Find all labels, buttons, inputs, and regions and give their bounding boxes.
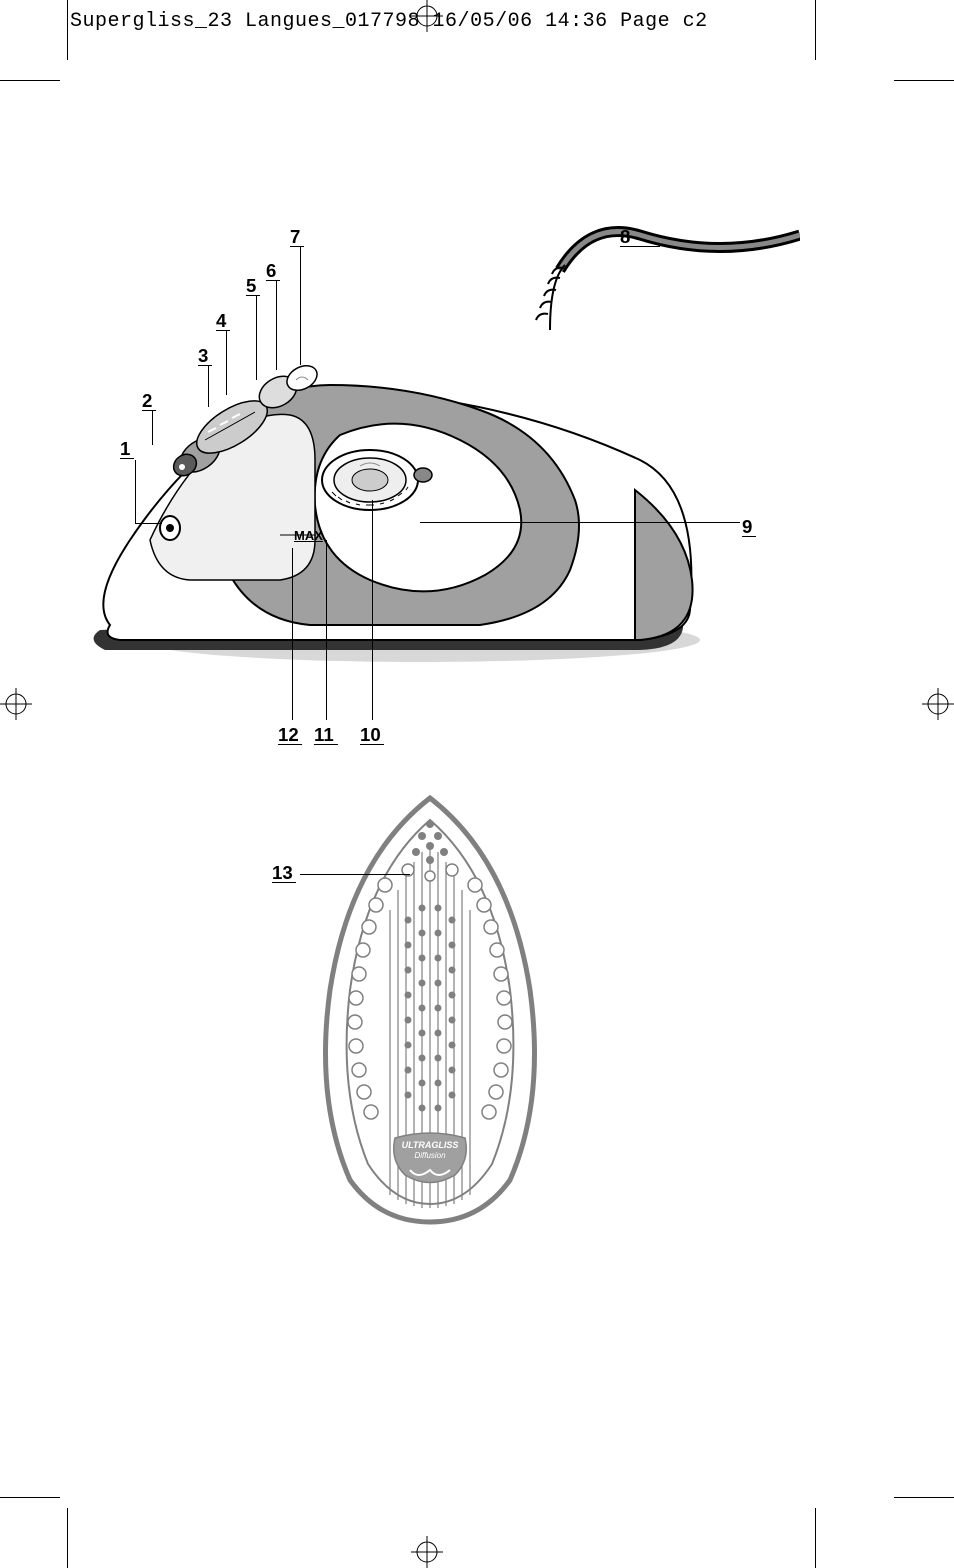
lead-line-13 — [300, 874, 410, 875]
crop-mark — [894, 80, 954, 81]
lead-line-12 — [292, 548, 293, 720]
callout-underline-13 — [272, 882, 296, 883]
callout-underline-9 — [742, 536, 756, 537]
callout-6: 6 — [266, 260, 276, 282]
callout-9: 9 — [742, 516, 752, 538]
callout-underline-11 — [314, 744, 338, 745]
lead-line-9 — [420, 522, 740, 523]
callout-underline-5 — [246, 295, 260, 296]
callout-13: 13 — [272, 862, 293, 884]
callout-2: 2 — [142, 390, 152, 412]
callout-underline-3 — [198, 365, 212, 366]
callout-underline-2 — [142, 410, 156, 411]
lead-line-8 — [620, 246, 660, 247]
callout-underline-12 — [278, 744, 302, 745]
lead-line-4 — [226, 330, 227, 395]
lead-line-5 — [256, 295, 257, 380]
soleplate-badge-text1: ULTRAGLISS — [290, 1140, 570, 1150]
callout-3: 3 — [198, 345, 208, 367]
callout-12: 12 — [278, 724, 299, 746]
registration-mark-bottom — [407, 1528, 447, 1568]
callout-4: 4 — [216, 310, 226, 332]
lead-line-7 — [300, 246, 301, 365]
callout-11: 11 — [314, 724, 334, 746]
lead-line-10 — [372, 500, 373, 720]
callout-8: 8 — [620, 226, 630, 248]
callout-underline-7 — [290, 246, 304, 247]
registration-mark-right — [914, 684, 954, 724]
callout-underline-1 — [120, 458, 134, 459]
cord-bushing — [536, 265, 565, 330]
callout-10: 10 — [360, 724, 381, 746]
iron-side-diagram — [80, 180, 800, 680]
lead-line-1-h — [135, 523, 162, 524]
crop-mark — [815, 1508, 816, 1568]
callout-underline-10 — [360, 744, 384, 745]
callout-5: 5 — [246, 275, 256, 297]
crop-mark — [815, 0, 816, 60]
crop-mark — [894, 1497, 954, 1498]
lead-line-1-v — [135, 460, 136, 523]
registration-mark-left — [0, 684, 40, 724]
callout-1: 1 — [120, 438, 130, 460]
crop-mark — [0, 80, 60, 81]
soleplate-badge-text2: Diffusion — [290, 1151, 570, 1160]
callout-7: 7 — [290, 226, 300, 248]
soleplate-diagram: ULTRAGLISS Diffusion — [290, 790, 570, 1230]
lead-line-6 — [276, 280, 277, 370]
lead-line-3 — [208, 365, 209, 407]
print-header: Supergliss_23 Langues_017798 16/05/06 14… — [70, 10, 708, 33]
callout-underline-6 — [266, 280, 280, 281]
indicator-light — [414, 468, 432, 482]
max-fill-label: MAX — [294, 528, 323, 543]
lead-line-11 — [326, 540, 327, 720]
crop-mark — [67, 0, 68, 60]
callout-underline-4 — [216, 330, 230, 331]
crop-mark — [0, 1497, 60, 1498]
lead-line-2 — [152, 410, 153, 445]
crop-mark — [67, 1508, 68, 1568]
temperature-dial — [322, 450, 418, 510]
registration-mark-top — [407, 0, 447, 40]
